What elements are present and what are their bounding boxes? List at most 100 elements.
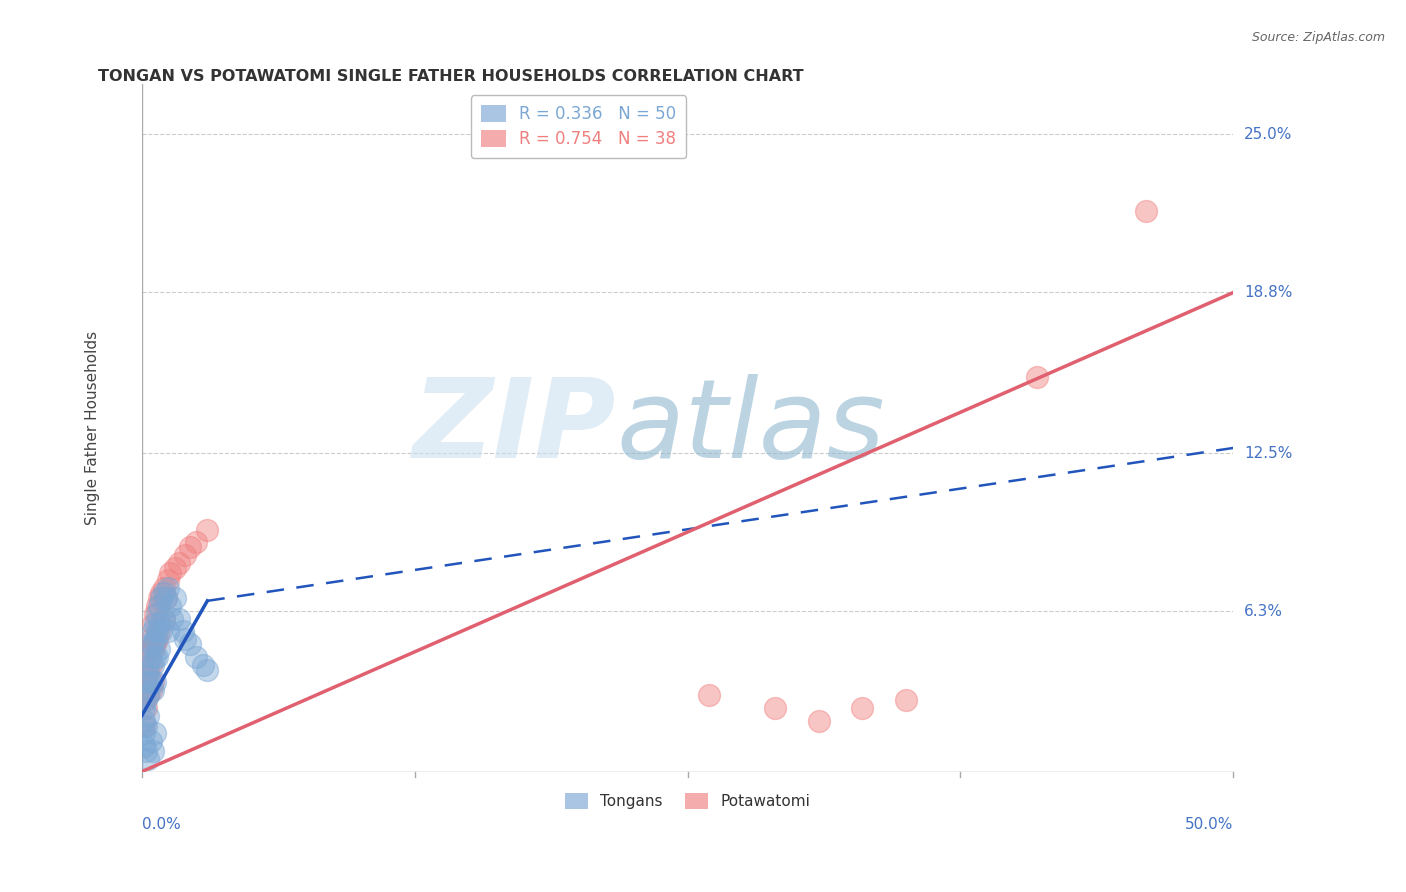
Point (148, 599, 170, 613)
Text: atlas: atlas (617, 374, 886, 481)
Text: 6.3%: 6.3% (1244, 604, 1284, 618)
Point (138, 657, 160, 672)
Point (179, 637, 201, 651)
Point (146, 624, 169, 639)
Text: Single Father Households: Single Father Households (86, 331, 100, 524)
Point (152, 612, 174, 626)
Point (139, 675, 162, 690)
Point (135, 744, 157, 758)
Text: 12.5%: 12.5% (1244, 445, 1292, 460)
Point (138, 688, 160, 702)
Point (146, 599, 169, 613)
Point (135, 675, 157, 690)
Point (143, 616, 166, 631)
Point (138, 667, 160, 681)
Point (135, 667, 157, 681)
Point (132, 719, 155, 733)
Point (135, 719, 157, 733)
Point (139, 683, 162, 698)
Point (143, 607, 166, 621)
Text: 18.8%: 18.8% (1244, 285, 1292, 300)
Point (148, 624, 170, 639)
Point (138, 642, 160, 657)
Point (138, 688, 160, 702)
Point (157, 624, 180, 639)
Point (142, 624, 165, 639)
Point (152, 581, 174, 595)
Point (155, 591, 177, 606)
Point (894, 693, 917, 707)
Point (150, 591, 173, 606)
Point (139, 734, 162, 748)
Point (191, 657, 214, 672)
Point (159, 566, 181, 580)
Point (167, 556, 190, 570)
Point (146, 607, 169, 621)
Point (167, 612, 190, 626)
Point (174, 548, 197, 562)
Point (1025, 369, 1047, 384)
Point (174, 632, 197, 646)
Legend: Tongans, Potawatomi: Tongans, Potawatomi (558, 788, 817, 815)
Point (135, 701, 157, 715)
Point (143, 726, 166, 740)
Point (146, 632, 169, 646)
Point (143, 649, 166, 664)
Point (157, 574, 180, 588)
Point (807, 714, 830, 728)
Point (851, 701, 873, 715)
Point (1135, 203, 1157, 218)
Point (142, 616, 165, 631)
Point (143, 632, 166, 646)
Point (163, 560, 186, 574)
Point (148, 591, 170, 606)
Point (172, 624, 194, 639)
Point (157, 581, 180, 595)
Point (146, 649, 169, 664)
Text: 25.0%: 25.0% (1244, 127, 1292, 142)
Point (139, 657, 162, 672)
Point (155, 591, 177, 606)
Point (132, 693, 155, 707)
Text: TONGAN VS POTAWATOMI SINGLE FATHER HOUSEHOLDS CORRELATION CHART: TONGAN VS POTAWATOMI SINGLE FATHER HOUSE… (98, 69, 804, 84)
Point (139, 637, 162, 651)
Point (138, 708, 160, 723)
Text: 50.0%: 50.0% (1185, 817, 1233, 832)
Point (139, 632, 162, 646)
Point (142, 657, 165, 672)
Point (142, 637, 165, 651)
Point (148, 616, 170, 631)
Point (132, 739, 155, 753)
Point (163, 591, 186, 606)
Point (763, 701, 786, 715)
Point (699, 688, 721, 702)
Point (138, 752, 160, 766)
Point (143, 637, 166, 651)
Point (132, 726, 155, 740)
Point (195, 663, 218, 677)
Point (138, 663, 160, 677)
Point (143, 675, 166, 690)
Point (186, 535, 208, 549)
Point (150, 586, 173, 600)
Point (179, 541, 201, 555)
Text: ZIP: ZIP (413, 374, 617, 481)
Point (152, 586, 174, 600)
Point (186, 649, 208, 664)
Point (195, 523, 218, 537)
Point (142, 642, 165, 657)
Text: Source: ZipAtlas.com: Source: ZipAtlas.com (1251, 31, 1385, 45)
Point (139, 649, 162, 664)
Point (162, 612, 184, 626)
Point (142, 675, 165, 690)
Point (132, 714, 155, 728)
Point (132, 701, 155, 715)
Text: 0.0%: 0.0% (142, 817, 180, 832)
Point (135, 693, 157, 707)
Point (148, 642, 170, 657)
Point (142, 683, 165, 698)
Point (159, 599, 181, 613)
Point (150, 624, 173, 639)
Point (152, 612, 174, 626)
Point (142, 744, 165, 758)
